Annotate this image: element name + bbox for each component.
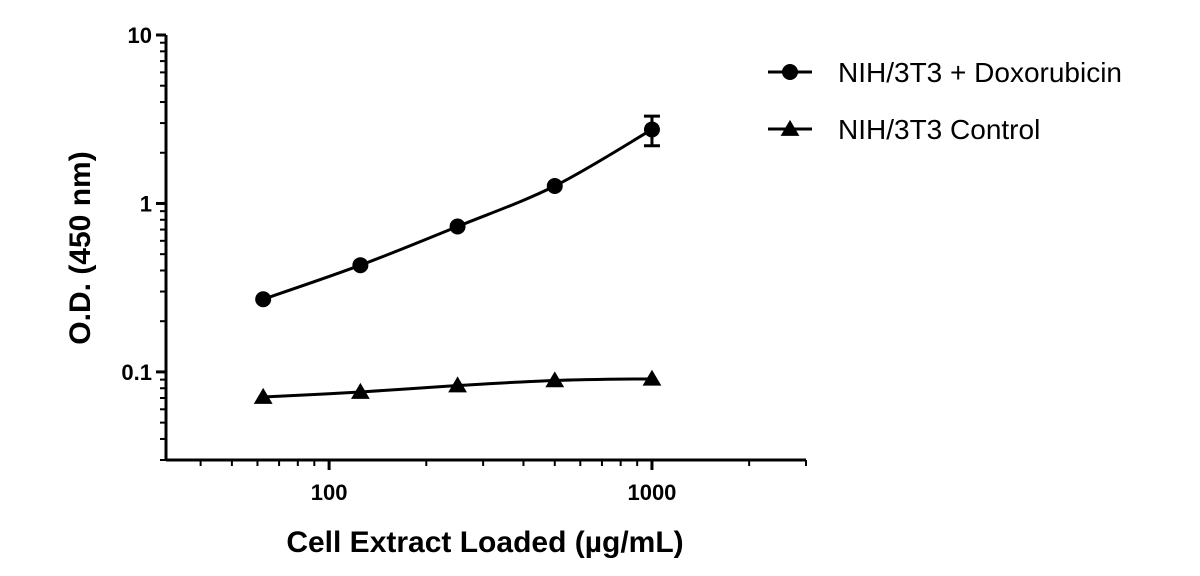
series-1-curve: [262, 128, 653, 301]
legend-marker: [780, 119, 800, 136]
legend-label: NIH/3T3 + Doxorubicin: [838, 57, 1122, 88]
series-2-point: [642, 369, 662, 386]
series-2-point: [545, 371, 565, 388]
y-tick-label: 0.1: [121, 360, 152, 385]
fit-curves: [262, 128, 653, 399]
x-axis-title: Cell Extract Loaded (µg/mL): [286, 526, 683, 559]
x-tick-label: 100: [311, 480, 348, 505]
legend-label: NIH/3T3 Control: [838, 114, 1040, 145]
y-axis-title: O.D. (450 nm): [64, 151, 97, 344]
x-tick-label: 1000: [627, 480, 676, 505]
series-1-point: [449, 218, 466, 235]
series-1-point: [643, 121, 660, 138]
legend-marker: [782, 64, 798, 80]
series-2-point: [253, 387, 273, 404]
legend: NIH/3T3 + Doxorubicin NIH/3T3 Control: [768, 57, 1122, 145]
y-tick-label: 10: [128, 23, 152, 48]
series-1-point: [255, 291, 272, 308]
series-2-point: [448, 376, 467, 393]
data-markers: [253, 114, 662, 404]
series-1-point: [546, 177, 563, 194]
axes: 0.1 1 10 100 1000: [121, 23, 807, 505]
series-2-point: [350, 382, 370, 399]
series-1-point: [352, 257, 369, 274]
y-tick-label: 1: [140, 191, 152, 216]
